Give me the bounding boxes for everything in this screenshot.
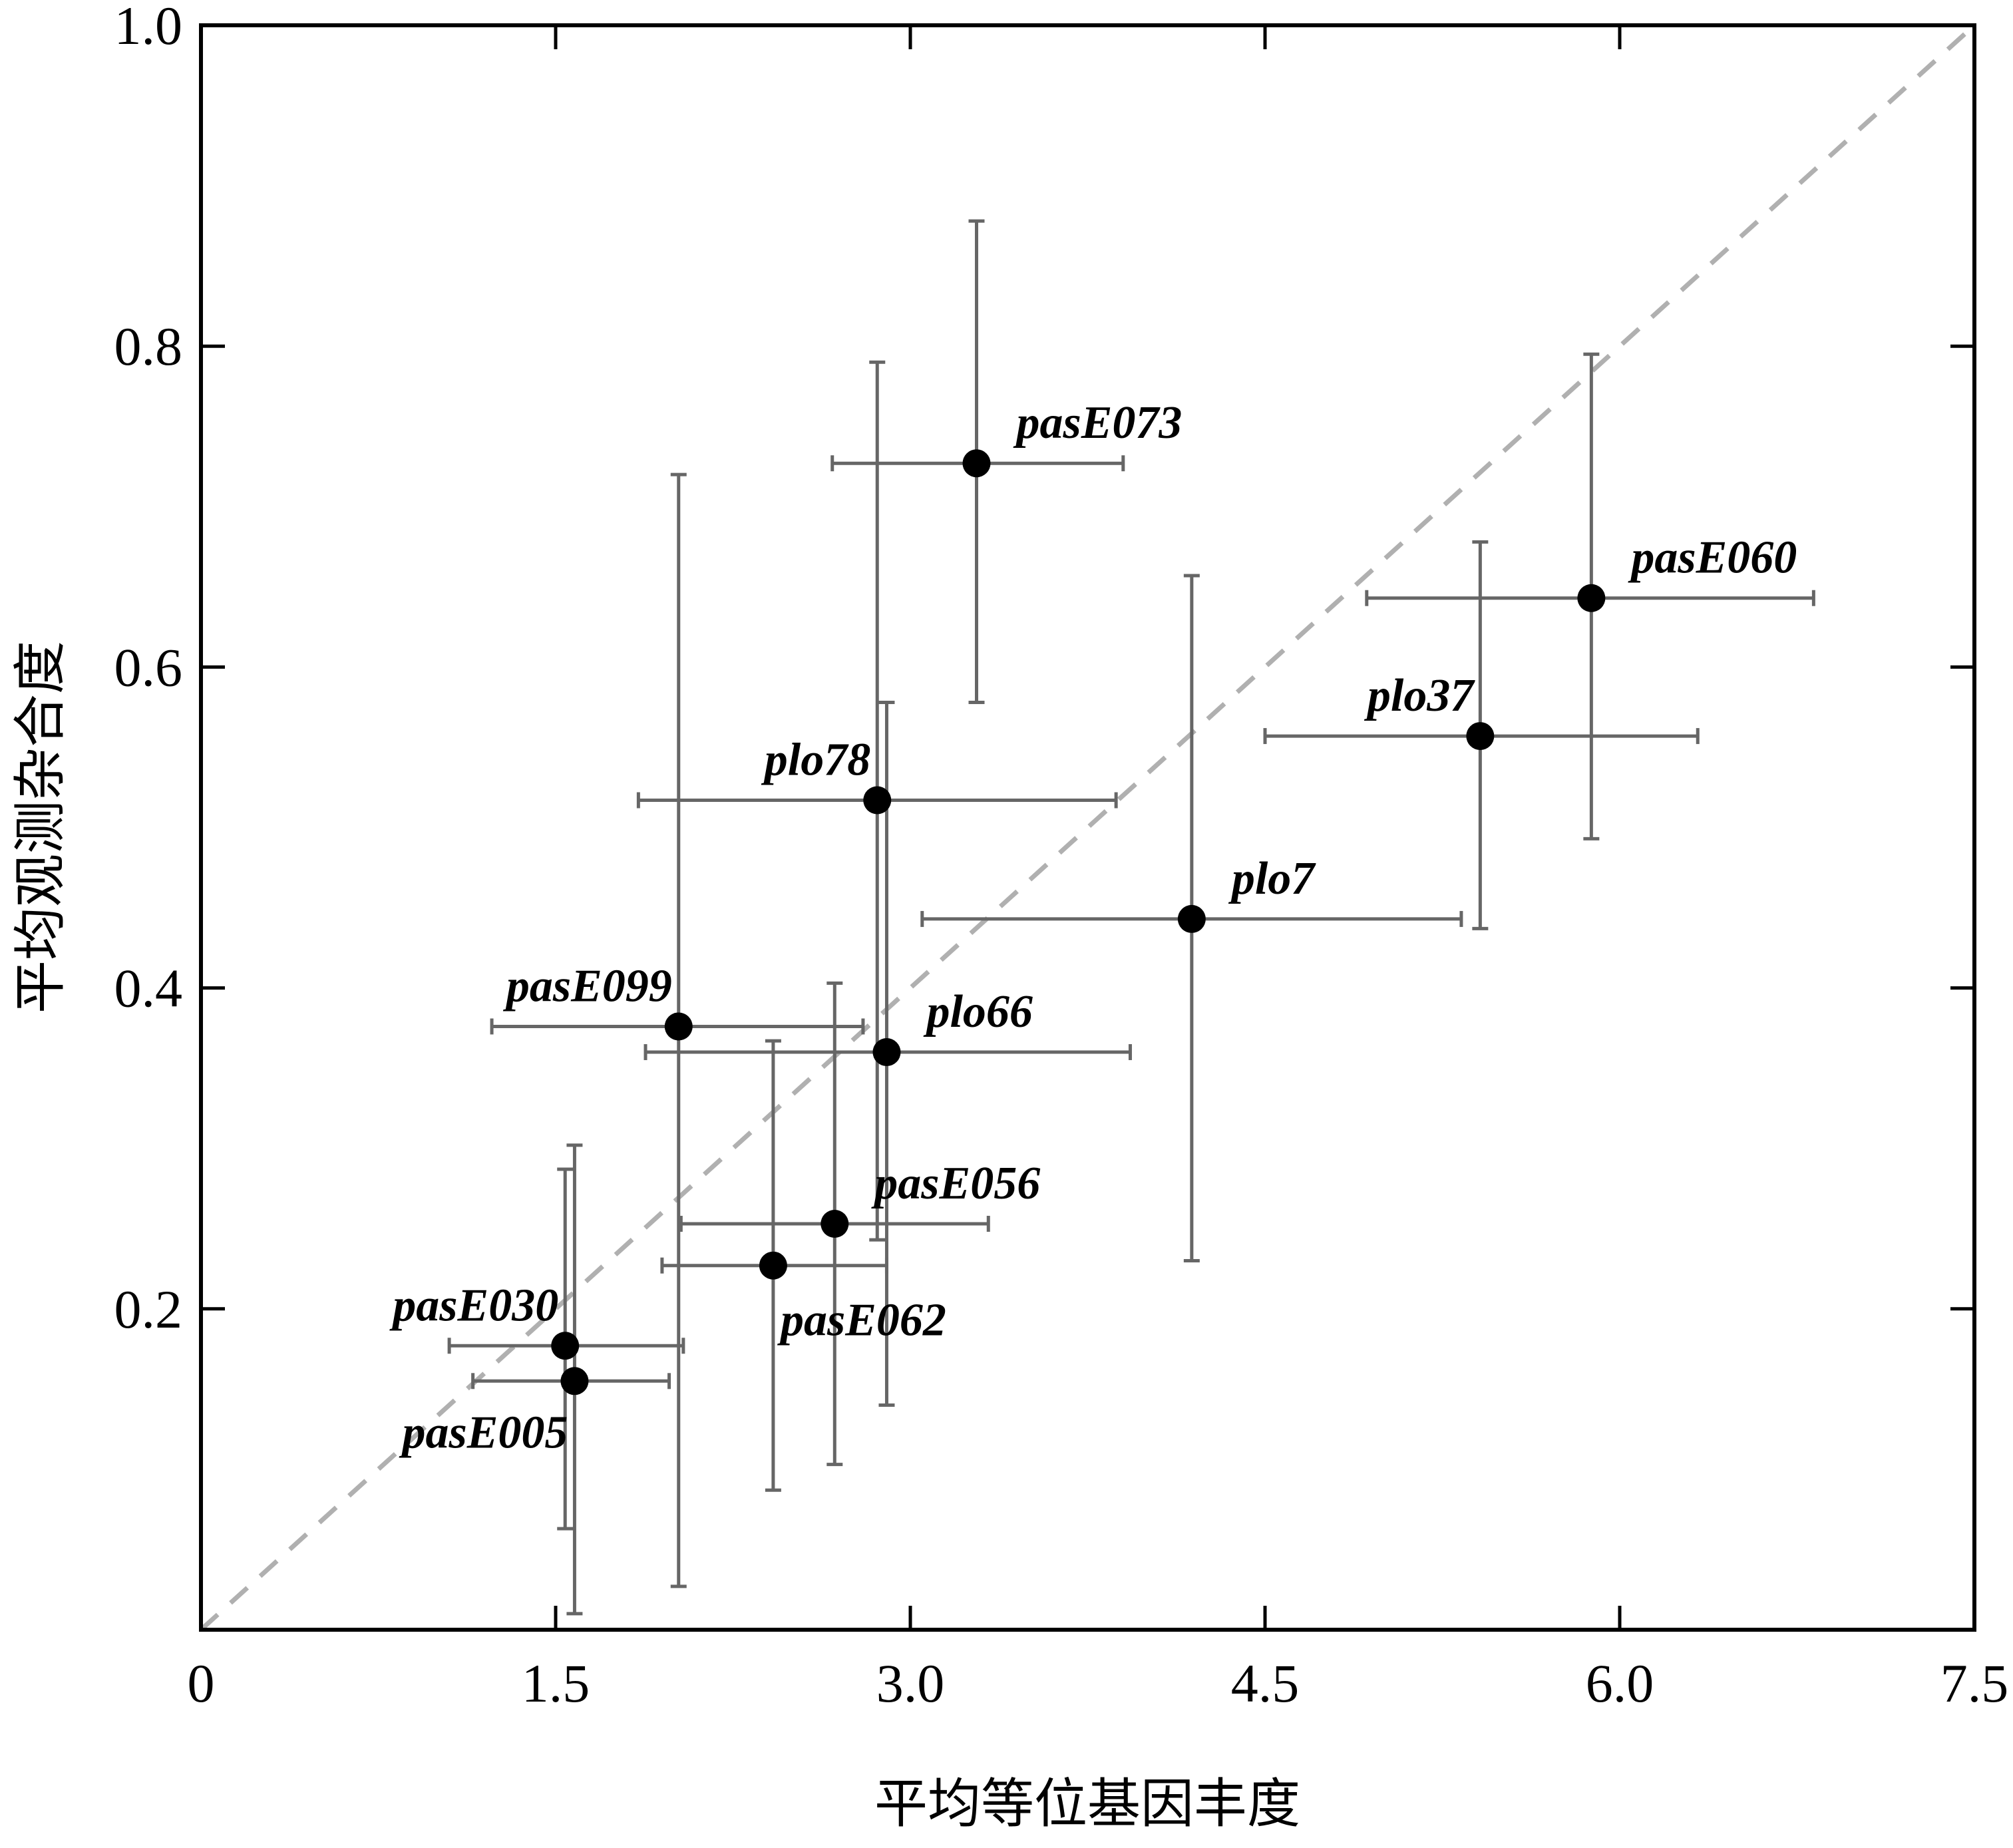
x-tick-label: 6.0 — [1586, 1653, 1654, 1714]
points-layer — [551, 449, 1606, 1395]
data-point — [664, 1012, 693, 1041]
point-label: pasE030 — [389, 1280, 558, 1331]
x-axis-title: 平均等位基因丰度 — [874, 1773, 1300, 1835]
data-point — [821, 1210, 849, 1238]
y-tick-label: 0.8 — [114, 316, 183, 377]
data-point — [1177, 904, 1206, 933]
point-labels-layer: pasE073 pasE060 plo37 plo78 plo7 pasE099 plo66… — [389, 397, 1797, 1458]
point-label: pasE073 — [1013, 397, 1182, 449]
x-tick-label: 4.5 — [1231, 1653, 1300, 1714]
y-tick-label: 0.4 — [114, 958, 183, 1019]
point-label: plo7 — [1228, 853, 1316, 904]
x-tick-label: 1.5 — [522, 1653, 590, 1714]
plot-frame — [199, 23, 1976, 1632]
point-label: pasE062 — [777, 1295, 946, 1346]
point-label: plo66 — [923, 986, 1032, 1037]
point-label: pasE099 — [503, 960, 672, 1012]
data-point — [863, 786, 892, 815]
y-axis-title: 平均观测杂合度 — [9, 641, 71, 1014]
data-point — [759, 1251, 787, 1280]
point-label: plo37 — [1364, 670, 1475, 721]
point-label: pasE005 — [399, 1407, 568, 1458]
x-tick-label: 3.0 — [876, 1653, 945, 1714]
point-label: plo78 — [761, 735, 870, 786]
data-point — [560, 1367, 589, 1395]
x-tick-label: 7.5 — [1940, 1653, 2009, 1714]
data-point — [872, 1038, 901, 1067]
y-tick-label: 1.0 — [114, 0, 183, 56]
data-point — [1466, 722, 1495, 751]
y-tick-label: 0.6 — [114, 637, 183, 697]
data-point — [962, 449, 991, 478]
data-point — [1577, 584, 1606, 612]
ticks-layer: 0 1.5 3.0 4.5 6.0 7.5 0.2 0.4 0.6 0.8 1.0 — [114, 0, 2009, 1714]
point-label: pasE056 — [871, 1158, 1040, 1209]
x-tick-label: 0 — [188, 1653, 215, 1714]
point-label: pasE060 — [1628, 532, 1797, 584]
y-tick-label: 0.2 — [114, 1279, 183, 1340]
data-point — [551, 1332, 580, 1360]
